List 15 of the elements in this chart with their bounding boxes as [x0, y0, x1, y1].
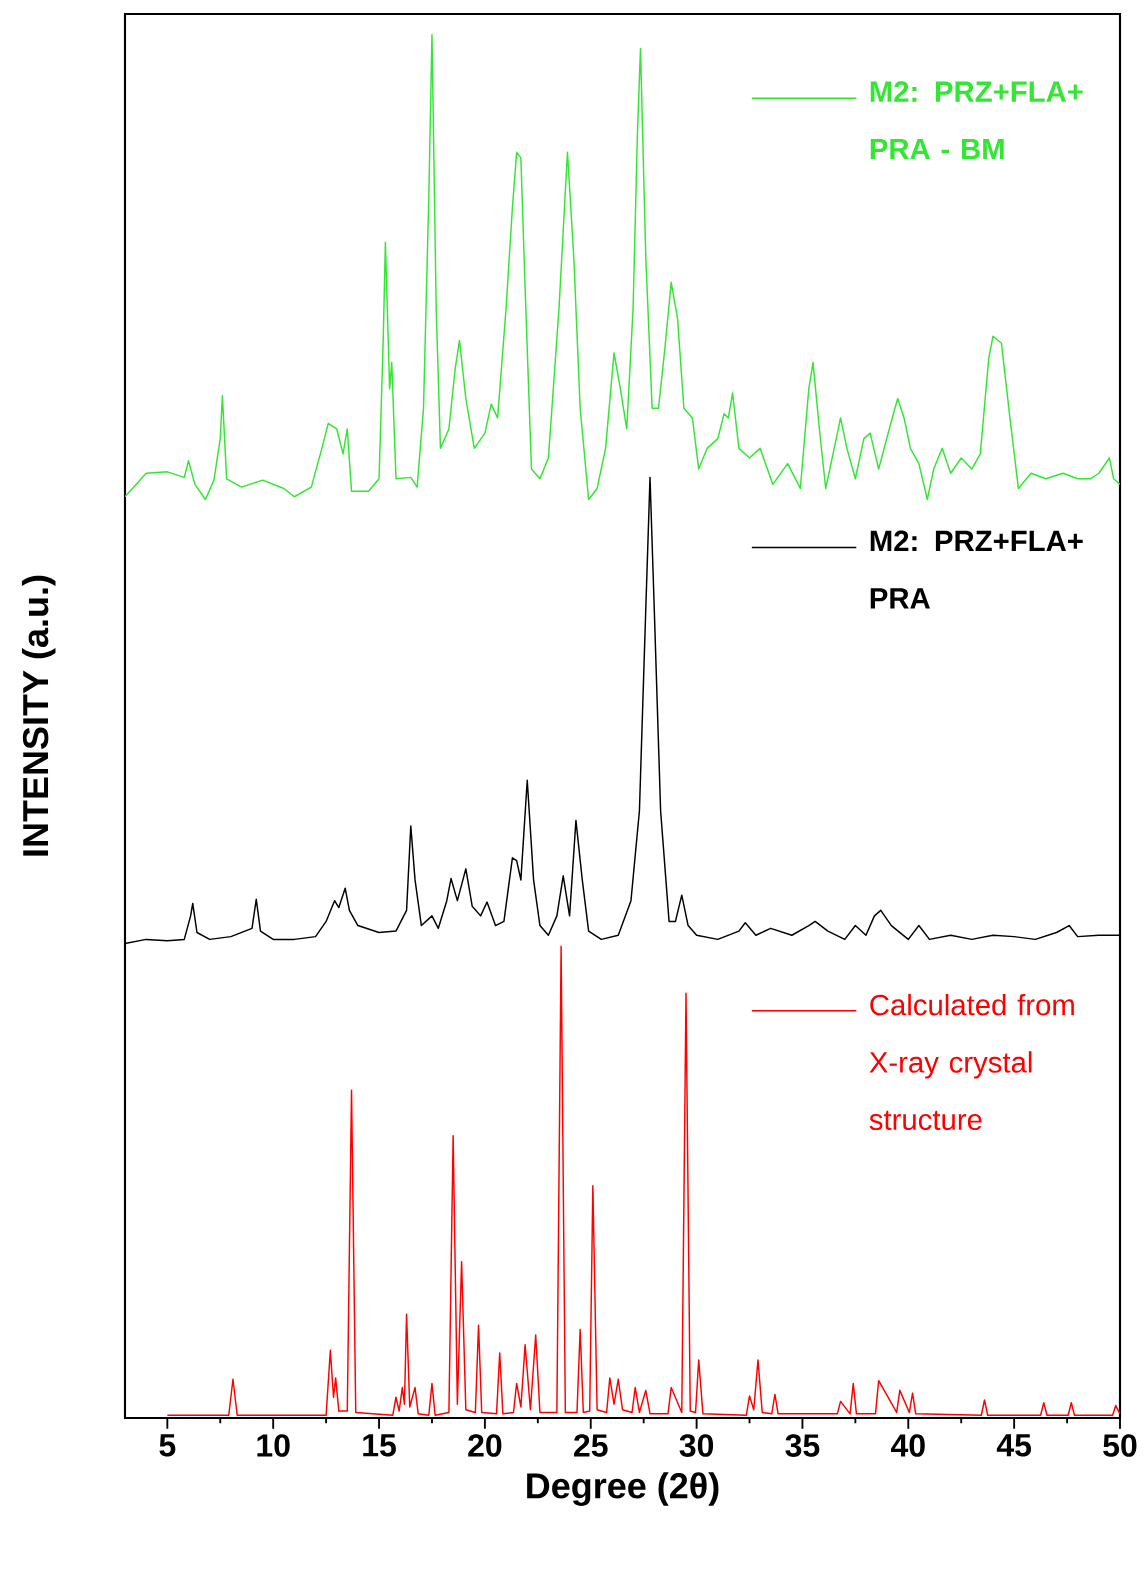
text: Calculated from X-ray crystal structure: [869, 993, 1074, 1131]
y-axis-title: INTENSITY (a.u.): [21, 575, 56, 856]
x-tick-label: 30: [679, 1434, 714, 1457]
x-tick-label: 40: [890, 1434, 925, 1457]
text: M2: PRZ+FLA+ PRA: [870, 530, 1083, 609]
x-tick-label: 20: [468, 1434, 502, 1457]
x-tick-label: 35: [785, 1434, 820, 1457]
x-tick-label: 50: [1103, 1434, 1137, 1457]
x-tick-label: 10: [257, 1434, 290, 1457]
x-axis-title: Degree (2θ): [527, 1472, 719, 1506]
text: M2: PRZ+FLA+ PRA - BM: [870, 81, 1083, 160]
x-tick-label: 15: [363, 1434, 396, 1457]
x-tick-label: 25: [574, 1434, 608, 1457]
x-tick-label: 45: [996, 1434, 1032, 1457]
x-tick-label: 5: [159, 1434, 176, 1457]
